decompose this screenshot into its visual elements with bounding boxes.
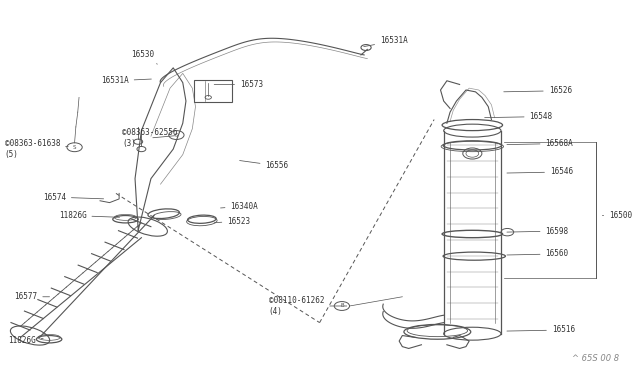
Text: 16500: 16500 <box>602 211 632 220</box>
Text: 16573: 16573 <box>214 80 263 89</box>
Text: 16548: 16548 <box>484 112 553 121</box>
Text: S: S <box>73 145 76 150</box>
Text: 16531A: 16531A <box>364 36 408 46</box>
Text: 16546: 16546 <box>507 167 573 176</box>
Text: 16526: 16526 <box>504 86 572 95</box>
Text: ^ 65S 00 8: ^ 65S 00 8 <box>572 354 619 363</box>
Text: 16523: 16523 <box>214 217 250 225</box>
Text: 16577: 16577 <box>14 292 49 301</box>
Text: ©08363-62556
(3): ©08363-62556 (3) <box>122 128 178 148</box>
Text: 16556: 16556 <box>239 161 289 170</box>
Text: 16560: 16560 <box>507 250 569 259</box>
Text: 16516: 16516 <box>507 326 575 334</box>
Text: 16340A: 16340A <box>221 202 259 211</box>
Text: S: S <box>175 132 178 138</box>
Text: 16598: 16598 <box>507 227 569 235</box>
Text: B: B <box>340 304 344 308</box>
Text: ©08363-61638
(5): ©08363-61638 (5) <box>4 140 68 159</box>
Text: 11826G: 11826G <box>8 336 43 345</box>
Text: 16574: 16574 <box>43 193 104 202</box>
Text: ©08110-61262
(4): ©08110-61262 (4) <box>269 296 347 316</box>
Text: 11826G: 11826G <box>59 211 120 220</box>
Text: 16530: 16530 <box>131 51 157 64</box>
Text: 16531A: 16531A <box>101 76 151 85</box>
Text: 16568A: 16568A <box>507 139 573 148</box>
